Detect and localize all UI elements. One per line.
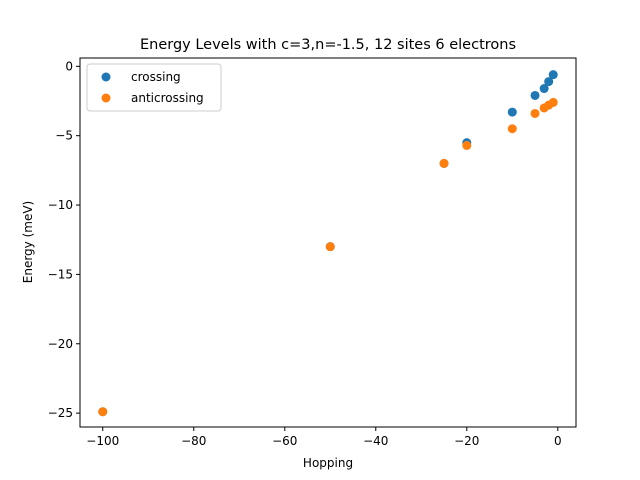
data-point-anticrossing [548, 97, 558, 107]
y-tick-label: −15 [48, 267, 73, 281]
legend-label-anticrossing: anticrossing [131, 91, 204, 105]
y-tick-label: −25 [48, 406, 73, 420]
data-point-crossing [544, 77, 554, 87]
x-tick-label: −60 [272, 434, 297, 448]
data-point-anticrossing [507, 124, 517, 134]
x-tick-label: −40 [363, 434, 388, 448]
y-tick-label: −20 [48, 337, 73, 351]
x-tick-label: −80 [181, 434, 206, 448]
y-axis-label: Energy (meV) [21, 201, 35, 283]
x-tick-label: 0 [554, 434, 562, 448]
series-anticrossing [98, 97, 558, 417]
y-tick-label: −5 [55, 129, 73, 143]
x-axis: −100 −80 −60 −40 −20 0 [86, 427, 562, 448]
x-tick-label: −100 [86, 434, 119, 448]
data-point-anticrossing [325, 242, 335, 252]
data-point-anticrossing [98, 407, 108, 417]
x-axis-label: Hopping [303, 456, 353, 470]
data-point-anticrossing [530, 108, 540, 118]
data-point-crossing [548, 70, 558, 80]
x-tick-label: −20 [454, 434, 479, 448]
data-point-anticrossing [439, 158, 449, 168]
axes-frame [79, 57, 577, 428]
y-tick-label: −10 [48, 198, 73, 212]
data-point-crossing [530, 90, 540, 100]
plot-area [98, 70, 558, 417]
data-point-anticrossing [462, 140, 472, 150]
legend-marker-crossing [101, 72, 111, 82]
legend-marker-anticrossing [101, 93, 111, 103]
data-point-crossing [507, 107, 517, 117]
chart-title: Energy Levels with c=3,n=-1.5, 12 sites … [140, 37, 516, 53]
y-tick-label: 0 [65, 59, 73, 73]
legend-frame [86, 63, 222, 112]
legend: crossing anticrossing [86, 63, 222, 112]
legend-label-crossing: crossing [131, 70, 181, 84]
data-point-crossing [539, 84, 549, 94]
y-axis: −25 −20 −15 −10 −5 0 [48, 59, 80, 420]
